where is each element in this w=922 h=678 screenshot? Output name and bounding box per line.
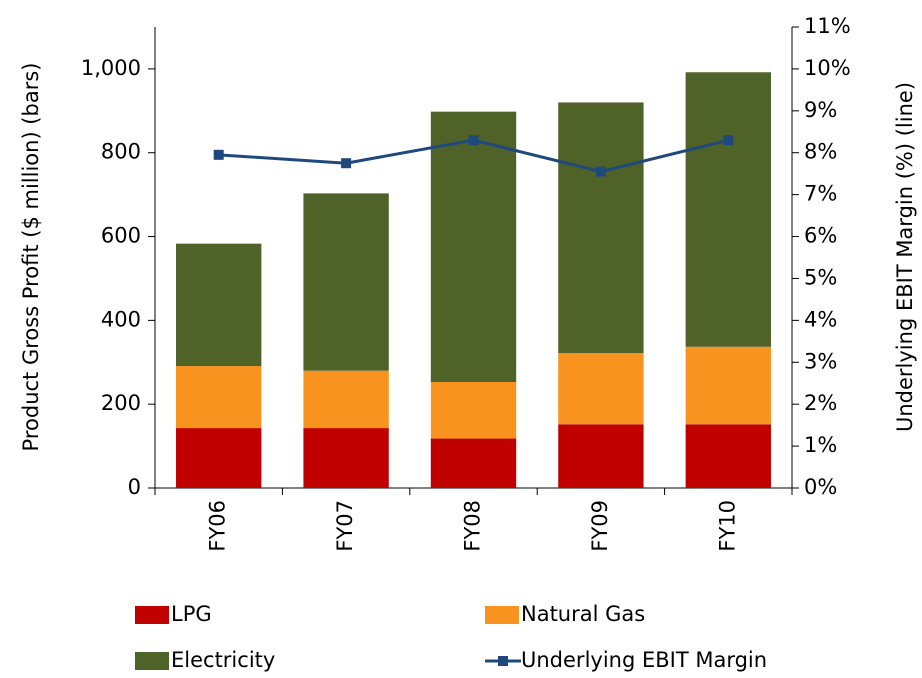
x-tick-label: FY10 xyxy=(715,500,739,552)
legend-label: LPG xyxy=(171,602,212,626)
y2-tick-label: 10% xyxy=(804,56,851,80)
legend-swatch xyxy=(135,652,169,670)
y2-tick-label: 2% xyxy=(804,391,837,415)
line-marker xyxy=(468,135,479,146)
bar-segment xyxy=(430,438,517,488)
bar-segment xyxy=(303,193,389,371)
legend-swatch xyxy=(485,606,519,624)
x-tick-label: FY08 xyxy=(461,500,485,552)
bar-segment xyxy=(176,366,262,429)
legend-marker xyxy=(498,656,508,666)
bar-segment xyxy=(430,111,517,382)
legend-swatch xyxy=(135,606,169,624)
line-marker xyxy=(595,166,606,177)
y-tick-label: 400 xyxy=(101,307,141,331)
y2-tick-label: 9% xyxy=(804,98,837,122)
x-tick-label: FY06 xyxy=(206,500,230,552)
y-tick-label: 0 xyxy=(128,475,141,499)
legend-label: Electricity xyxy=(171,648,275,672)
bar-segment xyxy=(303,428,389,488)
bar-segment xyxy=(685,72,771,347)
y-tick-label: 1,000 xyxy=(81,56,141,80)
y2-tick-label: 11% xyxy=(804,14,851,38)
bar-segment xyxy=(176,428,262,488)
y-tick-label: 200 xyxy=(101,391,141,415)
line-marker xyxy=(341,158,352,169)
legend-label: Natural Gas xyxy=(521,602,645,626)
y-tick-label: 800 xyxy=(101,140,141,164)
bar-segment xyxy=(430,381,517,439)
legend-label: Underlying EBIT Margin xyxy=(521,648,767,672)
y2-tick-label: 1% xyxy=(804,433,837,457)
bar-segment xyxy=(176,243,262,367)
line-marker xyxy=(723,135,734,146)
line-marker xyxy=(213,149,224,160)
y-axis-title: Product Gross Profit ($ million) (bars) xyxy=(19,63,43,452)
bar-segment xyxy=(558,424,644,488)
bar-segment xyxy=(558,353,644,425)
x-tick-label: FY09 xyxy=(588,500,612,552)
y2-tick-label: 7% xyxy=(804,182,837,206)
y2-axis-title: Underlying EBIT Margin (%) (line) xyxy=(893,82,917,432)
y2-tick-label: 4% xyxy=(804,307,837,331)
bar-segment xyxy=(685,346,771,425)
y2-tick-label: 5% xyxy=(804,265,837,289)
bar-segment xyxy=(558,102,644,354)
bar-segment xyxy=(685,424,771,488)
y2-tick-label: 3% xyxy=(804,349,837,373)
y2-tick-label: 0% xyxy=(804,475,837,499)
y2-tick-label: 6% xyxy=(804,224,837,248)
y2-tick-label: 8% xyxy=(804,140,837,164)
x-tick-label: FY07 xyxy=(333,500,357,552)
bar-segment xyxy=(303,370,389,429)
y-tick-label: 600 xyxy=(101,224,141,248)
